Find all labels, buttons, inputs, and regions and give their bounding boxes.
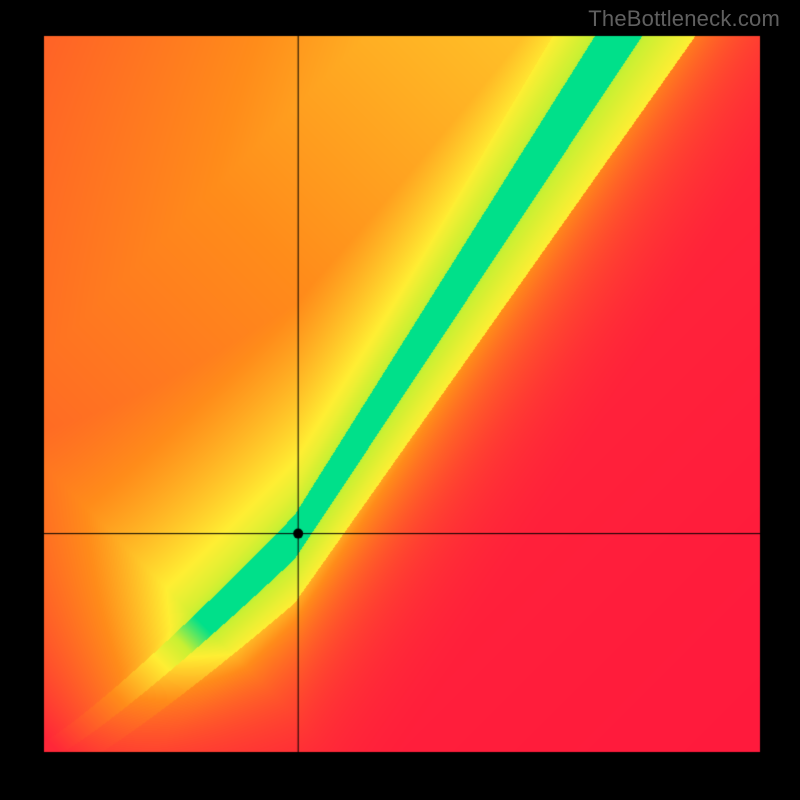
chart-container: TheBottleneck.com <box>0 0 800 800</box>
watermark-text: TheBottleneck.com <box>588 6 780 32</box>
bottleneck-heatmap <box>0 0 800 800</box>
